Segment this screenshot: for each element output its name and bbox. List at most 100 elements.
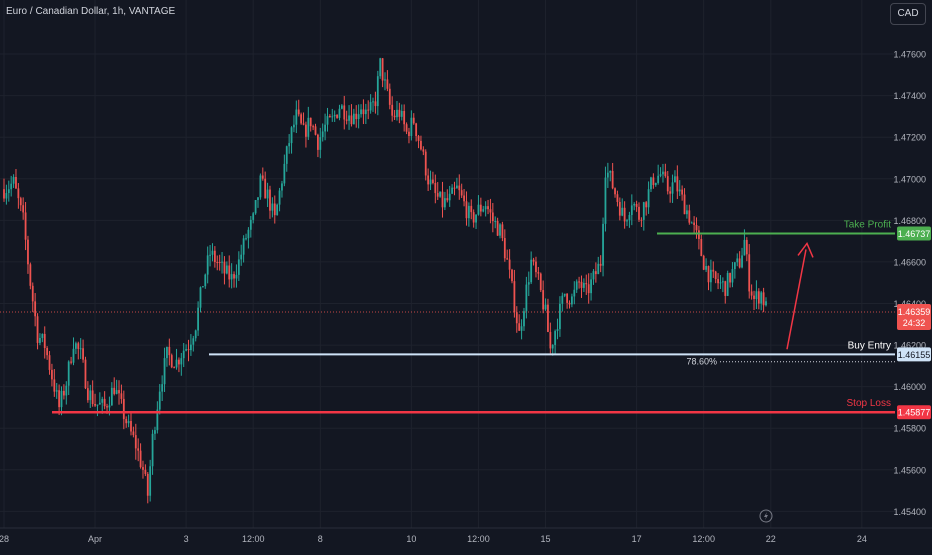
lightning-icon[interactable] — [759, 509, 773, 523]
candle — [693, 216, 696, 235]
candle — [43, 326, 46, 359]
candle-body — [194, 330, 197, 339]
candle-body — [535, 261, 537, 273]
candle-body — [72, 348, 75, 363]
candle — [34, 293, 37, 327]
candle-body — [750, 291, 753, 296]
candle-body — [434, 182, 437, 194]
candle — [432, 171, 434, 185]
candle — [367, 100, 370, 120]
candle — [91, 380, 94, 407]
candle-body — [551, 344, 554, 349]
candle-body — [70, 361, 72, 363]
candle — [228, 255, 231, 288]
candle-body — [638, 206, 640, 220]
candle-body — [48, 355, 51, 370]
buy-entry-price-value: 1.46155 — [898, 350, 931, 360]
price-tick-label: 1.45800 — [893, 424, 926, 434]
current-price-value: 1.46359 — [898, 307, 931, 317]
candle-body — [79, 348, 82, 350]
candle-body — [544, 304, 547, 310]
candle — [22, 197, 25, 220]
candle-body — [77, 343, 80, 349]
candle-body — [331, 116, 334, 118]
candle-body — [24, 212, 27, 240]
candle — [765, 297, 767, 307]
candle-body — [642, 202, 645, 220]
candle — [674, 170, 676, 183]
candle — [348, 105, 350, 130]
candle — [393, 109, 396, 120]
candle-body — [321, 131, 324, 138]
price-tick-label: 1.46400 — [893, 299, 926, 309]
candle — [753, 290, 755, 311]
candle-body — [163, 358, 166, 385]
time-axis[interactable]: 28 Apr 3 12:00 8 10 12:00 15 17 12:00 22 24 — [0, 509, 932, 550]
candle — [427, 168, 430, 191]
candle-body — [245, 238, 247, 240]
candle-body — [398, 109, 401, 117]
candle — [31, 282, 34, 313]
candle — [24, 202, 27, 251]
candle-body — [762, 292, 765, 306]
candle — [55, 382, 58, 399]
candle — [724, 280, 727, 304]
candle-body — [427, 175, 430, 185]
candle — [676, 165, 679, 200]
candle — [362, 99, 365, 125]
candle-body — [412, 117, 415, 124]
candle-body — [261, 175, 264, 179]
candle — [604, 166, 607, 232]
candle-body — [122, 398, 125, 420]
candle-body — [307, 117, 310, 137]
candle-body — [717, 279, 719, 284]
candle-body — [39, 337, 41, 343]
candle — [89, 384, 92, 408]
candle — [233, 271, 235, 288]
candle — [556, 318, 559, 340]
candle — [379, 57, 382, 79]
candle — [312, 124, 315, 131]
candle — [103, 391, 106, 410]
candle-body — [616, 194, 619, 202]
candle-body — [305, 124, 307, 137]
candle-body — [319, 137, 322, 150]
candle — [410, 110, 413, 141]
candle — [96, 404, 99, 417]
candle — [269, 185, 271, 219]
candle-body — [499, 224, 501, 236]
candle-body — [446, 198, 449, 201]
candle — [48, 351, 51, 375]
candle — [587, 273, 590, 304]
candle — [41, 333, 44, 343]
candle — [352, 108, 355, 125]
candle — [333, 110, 336, 122]
candle — [494, 216, 497, 229]
candle — [355, 105, 358, 128]
candle-body — [623, 207, 626, 222]
candle — [441, 181, 444, 218]
lightning-bolt — [764, 512, 768, 520]
candle-body — [94, 404, 96, 406]
candle-body — [249, 219, 252, 230]
candle-body — [441, 191, 444, 208]
candle-body — [738, 258, 741, 268]
candle-body — [760, 292, 763, 304]
candle-body — [688, 210, 691, 223]
candle-body — [599, 263, 602, 266]
candle — [403, 104, 406, 132]
candle — [252, 211, 255, 224]
candle — [405, 122, 408, 135]
candle — [506, 249, 509, 260]
currency-button[interactable]: CAD — [890, 3, 926, 25]
grid-lines — [0, 0, 895, 528]
candle — [110, 382, 113, 406]
price-axis[interactable]: 1.46737 1.46155 1.45877 1.45400 1.45600 1.458… — [893, 0, 932, 550]
symbol-title: Euro / Canadian Dollar, 1h, VANTAGE — [6, 6, 176, 17]
candle — [482, 205, 485, 213]
candle — [539, 272, 542, 293]
current-price-tag — [897, 304, 931, 331]
candle — [170, 353, 173, 369]
